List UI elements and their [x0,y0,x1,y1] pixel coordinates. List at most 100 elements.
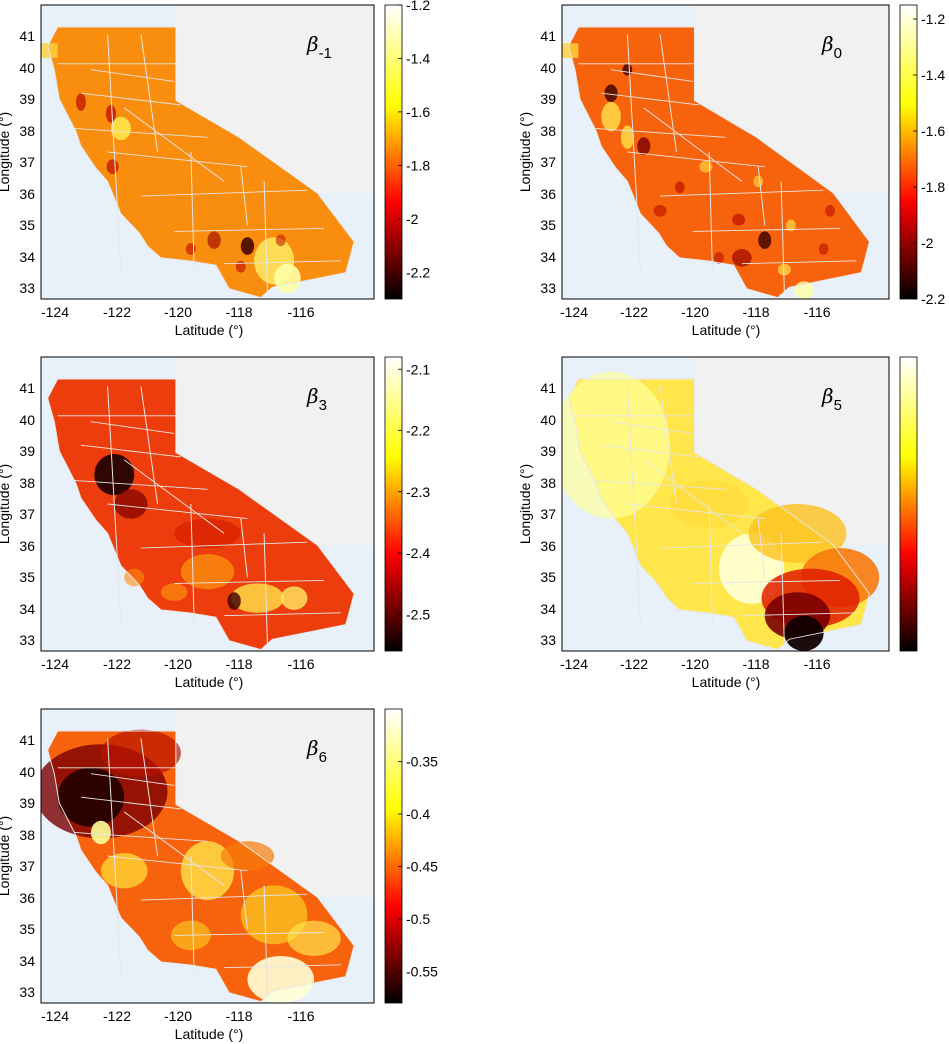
svg-text:-120: -120 [164,304,192,320]
svg-text:-116: -116 [804,656,831,672]
panel-beta-6: β6 -124 -122 -120 -118 -116 Latitude (°)… [0,708,375,1042]
svg-text:34: 34 [19,249,35,265]
x-axis-label: Latitude (°) [692,322,761,338]
county-borders [48,27,354,297]
county-borders [48,731,354,1001]
svg-text:38: 38 [19,123,35,139]
colorbar-tick-label: -1.2 [406,0,430,13]
panel-title: β0 [821,32,842,62]
county-borders [569,379,870,649]
svg-text:33: 33 [540,632,556,648]
svg-text:38: 38 [540,123,556,139]
colorbar-tick-label: -2.5 [406,606,430,622]
svg-text:40: 40 [19,412,35,428]
map-heat-field [562,371,880,651]
svg-text:-120: -120 [681,656,709,672]
y-axis-label: Longitude (°) [0,816,12,896]
map-area [562,357,889,651]
svg-text:-118: -118 [743,656,770,672]
svg-text:38: 38 [19,827,35,843]
svg-text:40: 40 [19,764,35,780]
svg-text:-118: -118 [226,1008,253,1024]
colorbar-tick-label: -2.4 [406,545,430,561]
panel-title: β3 [306,384,327,414]
colorbar-tick-label: -2.2 [921,291,945,307]
y-axis: 41 40 39 38 37 36 35 34 33 Longitude (°) [0,732,35,1000]
svg-text:38: 38 [540,475,556,491]
colorbar-tick-label: -1.4 [406,50,430,66]
svg-text:-122: -122 [620,304,648,320]
colorbar-tick-label: -1.6 [921,123,945,139]
svg-text:39: 39 [540,443,556,459]
colorbar-tick-label: -2 [406,211,419,227]
svg-text:37: 37 [540,506,556,522]
y-axis: 41 40 39 38 37 36 35 34 33 Longitude (°) [0,28,35,296]
svg-text:34: 34 [540,249,556,265]
svg-text:36: 36 [540,186,556,202]
map-heat-field [562,43,836,299]
map-heat-field [94,454,308,613]
map-area [562,5,889,299]
svg-text:34: 34 [19,601,35,617]
svg-text:41: 41 [19,732,35,748]
svg-text:-122: -122 [103,304,131,320]
x-axis-label: Latitude (°) [175,322,244,338]
x-axis: -124 -122 -120 -118 -116 Latitude (°) [41,1008,315,1042]
svg-text:35: 35 [19,569,35,585]
x-axis-label: Latitude (°) [692,674,761,690]
x-axis-label: Latitude (°) [175,1026,244,1042]
svg-text:-118: -118 [226,656,253,672]
map-area [41,357,374,651]
panel-title: β-1 [306,32,332,62]
colorbar-beta-5 [899,356,918,652]
colorbar-beta-3: -2.1 -2.2 -2.3 -2.4 -2.5 [384,356,430,652]
colorbar-tick-label: -1.6 [406,104,430,120]
panel-beta-0: β0 -124 -122 -120 -118 -116 Latitude (°)… [517,4,890,338]
svg-text:41: 41 [540,28,556,44]
county-borders [569,27,870,297]
colorbar-tick-label: -0.4 [406,806,430,822]
panel-title: β6 [306,736,327,766]
svg-text:39: 39 [19,795,35,811]
svg-text:36: 36 [19,890,35,906]
svg-text:36: 36 [540,538,556,554]
y-axis-label: Longitude (°) [0,464,12,544]
svg-text:41: 41 [19,380,35,396]
colorbar-tick-label: -2 [921,235,934,251]
svg-text:35: 35 [19,921,35,937]
map-area [41,5,374,299]
colorbar-tick-label: -1.2 [921,11,945,27]
svg-text:-116: -116 [288,1008,315,1024]
colorbar-beta-minus1: -1.2 -1.4 -1.6 -1.8 -2 -2.2 [384,0,430,300]
svg-text:40: 40 [540,412,556,428]
svg-text:-122: -122 [620,656,648,672]
svg-text:-124: -124 [41,304,69,320]
y-axis: 41 40 39 38 37 36 35 34 33 Longitude (°) [517,380,556,648]
map-area [41,709,374,1003]
svg-text:-116: -116 [804,304,831,320]
svg-text:41: 41 [540,380,556,396]
svg-text:37: 37 [19,858,35,874]
colorbar-tick-label: -0.55 [406,964,438,980]
panel-beta-3: β3 -124 -122 -120 -118 -116 Latitude (°)… [0,356,375,690]
svg-text:33: 33 [19,632,35,648]
svg-text:40: 40 [19,60,35,76]
svg-text:33: 33 [19,984,35,1000]
x-axis: -124 -122 -120 -118 -116 Latitude (°) [41,304,315,338]
svg-text:41: 41 [19,28,35,44]
colorbar-tick-label: -2.2 [406,264,430,280]
svg-text:36: 36 [19,186,35,202]
svg-text:-122: -122 [103,656,131,672]
colorbar-beta-0: -1.2 -1.4 -1.6 -1.8 -2 -2.2 [899,4,945,307]
colorbar-beta-6: -0.35 -0.4 -0.45 -0.5 -0.55 [384,708,438,1004]
svg-text:-120: -120 [164,656,192,672]
x-axis: -124 -122 -120 -118 -116 Latitude (°) [560,304,831,338]
colorbar-tick-label: -2.2 [406,423,430,439]
colorbar-tick-label: -0.35 [406,754,438,770]
svg-text:-120: -120 [681,304,709,320]
county-borders [48,379,354,649]
y-axis: 41 40 39 38 37 36 35 34 33 Longitude (°) [517,28,556,296]
y-axis-label: Longitude (°) [517,464,533,544]
svg-text:36: 36 [19,538,35,554]
colorbar-tick-label: -1.8 [406,157,430,173]
